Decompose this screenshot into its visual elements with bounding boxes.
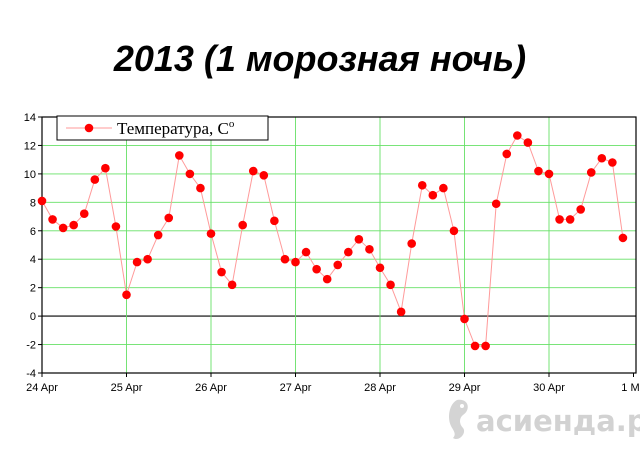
data-point (291, 257, 300, 267)
series-temperature (37, 131, 628, 351)
data-point (354, 235, 364, 244)
data-point (322, 274, 332, 284)
data-point (597, 153, 607, 163)
seahorse-logo-icon (449, 399, 468, 439)
watermark-text: асиенда.ру (476, 404, 640, 438)
data-point (608, 158, 617, 167)
data-point (69, 220, 78, 230)
data-point (396, 307, 406, 317)
y-tick-label: -4 (26, 368, 36, 380)
data-point (79, 209, 89, 219)
data-point (280, 254, 290, 264)
y-tick-label: 6 (30, 226, 36, 238)
x-tick-label: 24 Apr (26, 382, 58, 394)
data-point (217, 267, 226, 277)
data-point (206, 229, 216, 238)
y-tick-label: 4 (30, 254, 36, 266)
data-point (439, 183, 448, 193)
data-point (407, 239, 416, 248)
seahorse-shape (449, 399, 468, 439)
data-point (312, 264, 321, 274)
legend-series-name: Температура, С (117, 119, 229, 138)
y-tick-label: -2 (26, 340, 36, 352)
data-point (417, 180, 427, 190)
data-point (132, 257, 142, 267)
y-tick-label: 8 (30, 197, 36, 209)
data-point (513, 131, 522, 140)
data-point (164, 213, 174, 223)
data-point (196, 183, 205, 193)
data-point (375, 263, 385, 273)
data-point (333, 260, 343, 270)
data-point (101, 163, 110, 173)
y-tick-label: 14 (24, 112, 36, 124)
watermark: асиенда.ру (449, 399, 640, 439)
data-point (534, 166, 543, 176)
data-point (502, 149, 512, 159)
data-point (143, 254, 152, 264)
seahorse-eye (460, 404, 464, 408)
data-point (175, 151, 184, 160)
x-tick-label: 30 Apr (533, 382, 565, 394)
y-tick-label: 12 (24, 140, 36, 152)
data-point (37, 196, 47, 206)
data-point (227, 280, 237, 290)
data-point (185, 169, 195, 179)
data-point (544, 169, 554, 179)
tick-labels: -4 -2 0 2 4 6 8 10 12 14 24 Apr 25 Apr 26 Apr 27 Apr 2… (24, 112, 640, 394)
legend-marker (84, 123, 94, 133)
data-point (248, 166, 258, 176)
data-point (555, 215, 564, 224)
chart-title: 2013 (1 морозная ночь) (113, 38, 527, 79)
data-point (122, 290, 131, 300)
x-tick-label: 25 Apr (111, 382, 143, 394)
series-line (41, 134, 624, 347)
data-point (48, 215, 57, 224)
data-point (301, 247, 311, 257)
legend-label: Температура, Со (117, 118, 235, 138)
data-point (90, 175, 100, 184)
data-point (449, 226, 459, 236)
data-point (565, 215, 575, 224)
data-point (470, 341, 480, 351)
data-point (153, 230, 163, 240)
data-point (586, 168, 596, 177)
legend-unit-superscript: о (229, 118, 235, 130)
y-tick-label: 10 (24, 169, 36, 181)
x-tick-label: 27 Apr (280, 382, 312, 394)
data-point (576, 205, 585, 214)
data-point (344, 247, 353, 257)
x-tick-label: 1 Ma (621, 382, 640, 394)
y-tick-label: 0 (30, 311, 36, 323)
plot-frame (38, 116, 637, 377)
data-point (386, 280, 395, 290)
x-tick-label: 29 Apr (449, 382, 481, 394)
data-point (259, 171, 269, 180)
grid-lines (42, 117, 636, 373)
data-point (481, 341, 490, 351)
x-tick-label: 26 Apr (195, 382, 227, 394)
x-tick-label: 28 Apr (364, 382, 396, 394)
data-point (523, 138, 533, 147)
data-point (460, 314, 469, 324)
plot-area-border (41, 116, 637, 374)
y-tick-label: 2 (30, 283, 36, 295)
data-point (428, 190, 438, 200)
data-point (365, 244, 374, 254)
data-point (270, 216, 279, 226)
data-point (58, 223, 68, 233)
data-point (618, 233, 628, 243)
data-point (238, 220, 247, 230)
legend: Температура, Со (56, 115, 269, 141)
data-point (491, 199, 501, 209)
data-point (111, 222, 121, 231)
